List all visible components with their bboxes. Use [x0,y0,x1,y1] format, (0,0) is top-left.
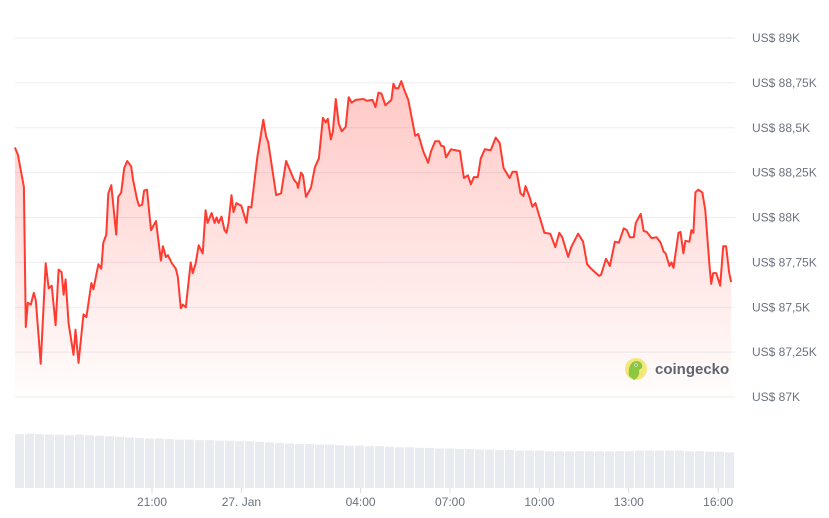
price-line [13,80,733,365]
volume-bar [495,450,504,488]
volume-bar [395,447,404,488]
volume-bar [505,450,514,488]
x-tick-label: 13:00 [614,495,644,509]
volume-bar [355,445,364,488]
volume-bar [705,451,714,488]
y-axis-labels: US$ 89K US$ 88,75K US$ 88,5K US$ 88,25K US$ … [752,31,817,404]
volume-bar [345,445,354,488]
volume-bar [435,448,444,488]
volume-bar [145,438,154,488]
volume-bar [235,441,244,488]
volume-bar [595,451,604,488]
volume-bar [325,444,334,488]
volume-bar [155,438,164,488]
volume-bar [695,451,704,488]
price-area-fill [14,81,732,397]
volume-bar [245,441,254,488]
volume-bar [585,451,594,488]
volume-bar [195,440,204,488]
volume-bar [615,451,624,488]
volume-bar [635,450,644,488]
volume-bar [565,451,574,488]
volume-bar [185,439,194,488]
x-tick-label: 10:00 [524,495,554,509]
volume-bar [275,442,284,488]
volume-bar [25,433,34,488]
volume-bar [125,437,134,488]
volume-bar [265,442,274,488]
volume-bar [45,434,54,488]
volume-bar [255,441,264,488]
y-tick-label: US$ 87,25K [752,345,817,359]
volume-bar [295,444,304,488]
coingecko-watermark: coingecko [625,358,729,380]
volume-bar [725,452,734,488]
volume-bar [525,450,534,488]
volume-bar [225,440,234,488]
volume-bar [205,440,214,488]
volume-bar [335,445,344,488]
x-tick-label: 07:00 [435,495,465,509]
volume-bar [385,446,394,488]
volume-bar [715,451,724,488]
volume-bar [305,444,314,488]
volume-bar [165,439,174,488]
volume-bar [675,450,684,488]
volume-bar [105,436,114,488]
volume-bar [315,444,324,488]
volume-bar [445,448,454,488]
y-tick-label: US$ 89K [752,31,800,45]
volume-bar [485,449,494,488]
volume-bar [35,434,44,488]
volume-bar [665,450,674,488]
x-axis-labels: 21:00 27. Jan 04:00 07:00 10:00 13:00 16:00 [137,488,734,509]
volume-bar [215,440,224,488]
y-tick-label: US$ 88,5K [752,121,810,135]
x-tick-label: 16:00 [703,495,733,509]
volume-bar [515,450,524,488]
y-tick-label: US$ 87,75K [752,255,817,269]
y-tick-label: US$ 88K [752,211,800,225]
volume-bar [475,449,484,488]
volume-bar [625,451,634,488]
volume-bar [555,451,564,488]
volume-bar [455,448,464,488]
y-tick-label: US$ 87K [752,390,800,404]
volume-bar [135,437,144,488]
y-tick-label: US$ 87,5K [752,300,810,314]
coingecko-wordmark: coingecko [655,361,729,378]
volume-bar [645,450,654,488]
volume-bar [685,451,694,488]
volume-bar [425,447,434,488]
volume-bar [55,434,64,488]
gecko-logo-icon [625,358,647,380]
volume-bar [285,443,294,488]
volume-bar [175,439,184,488]
x-tick-label: 04:00 [346,495,376,509]
volume-bar [575,451,584,488]
volume-bar [605,451,614,488]
volume-bar [365,446,374,488]
volume-bar [535,450,544,488]
volume-bar [115,436,124,488]
volume-bar [545,451,554,488]
volume-bar [15,434,24,488]
volume-bar [375,446,384,488]
volume-bar [405,447,414,488]
y-tick-label: US$ 88,25K [752,166,817,180]
volume-bar [85,435,94,488]
y-tick-label: US$ 88,75K [752,76,817,90]
volume-bar [65,435,74,488]
volume-bar [95,435,104,488]
volume-bars [15,433,734,488]
x-tick-label: 21:00 [137,495,167,509]
volume-bar [465,448,474,488]
x-tick-label: 27. Jan [222,495,261,509]
volume-bar [75,434,84,488]
volume-bar [415,447,424,488]
volume-bar [655,450,664,488]
